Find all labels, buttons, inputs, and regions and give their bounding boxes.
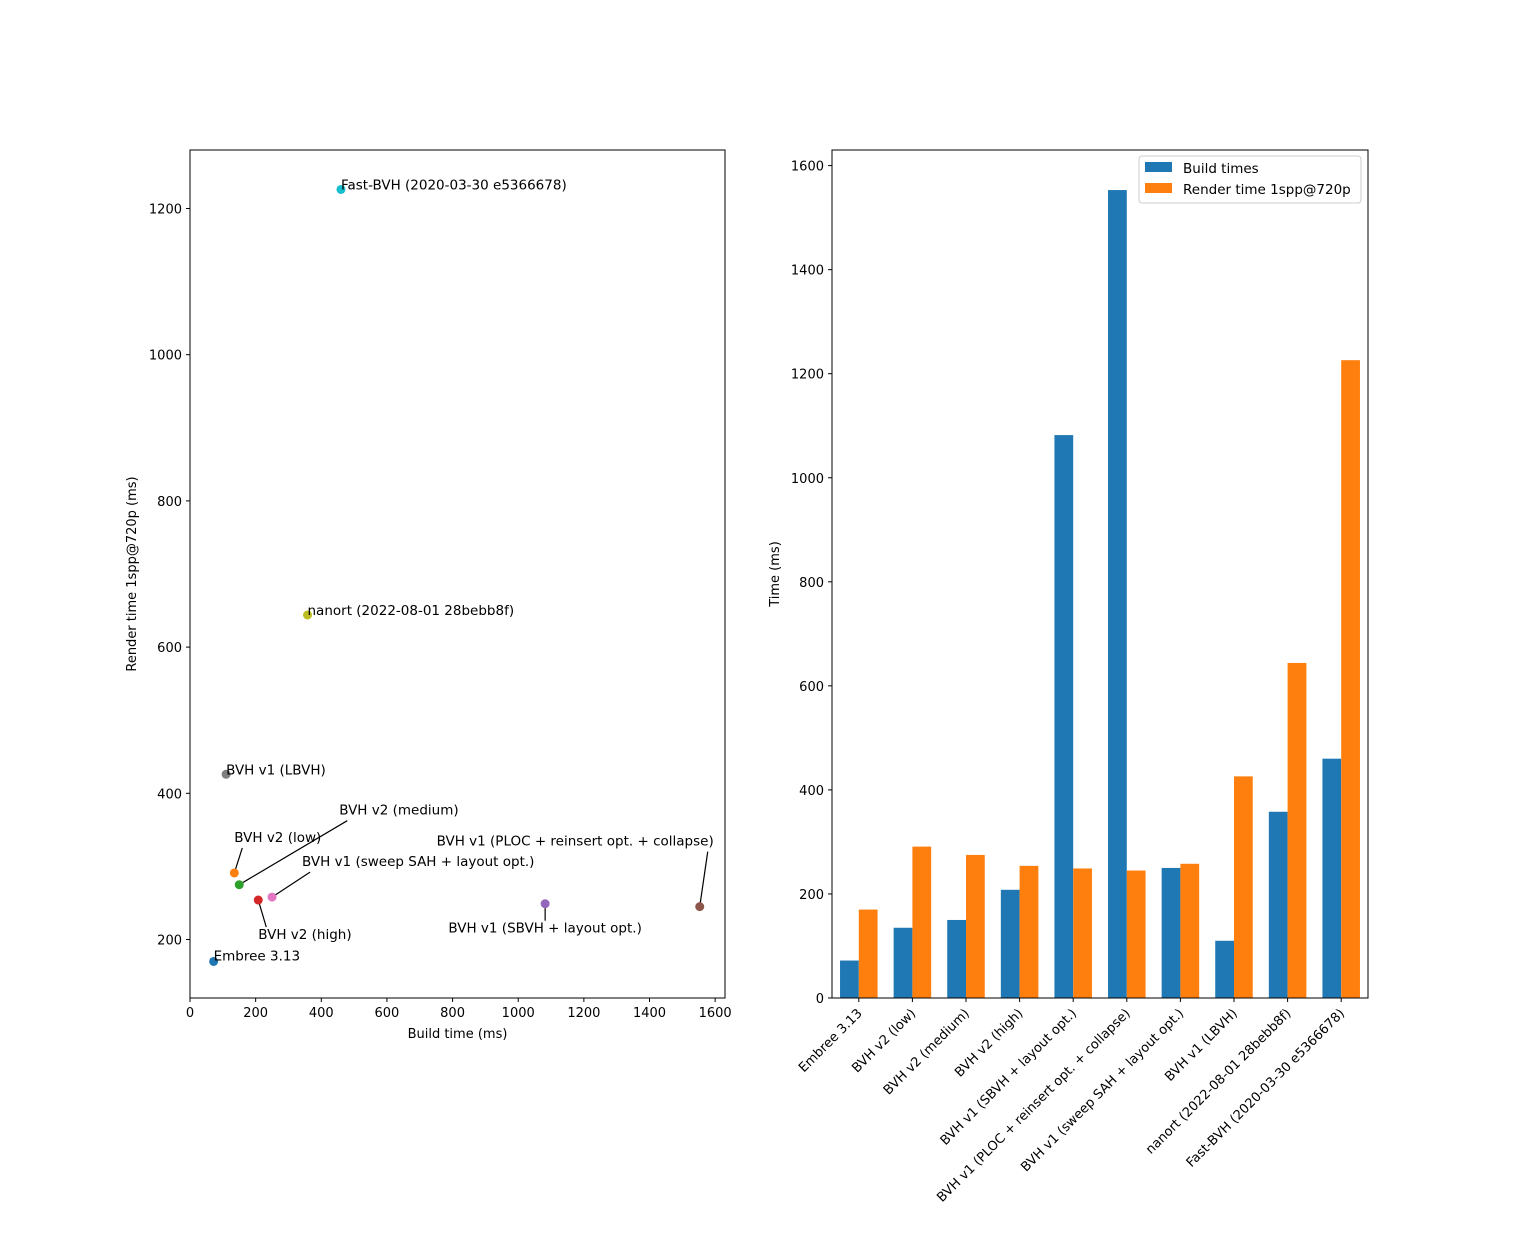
bar-render-time-1spp-720p-bvh-v1-lbvh (1234, 776, 1253, 998)
bar-render-time-1spp-720p-nanort-2022-08-01-28bebb8f (1287, 662, 1307, 998)
point-bvh-v1-ploc-reinsert-opt-collapse (695, 902, 705, 912)
scatter-x-tick-label: 600 (375, 1006, 400, 1021)
point-bvh-v1-sbvh-layout-opt (540, 899, 550, 909)
label-bvh-v2-medium: BVH v2 (medium) (339, 803, 458, 819)
point-fast-bvh-2020-03-30-e5366678 (336, 184, 346, 194)
bar-render-time-1spp-720p-bvh-v1-sweep-sah-layout-opt (1180, 863, 1200, 998)
scatter-x-tick-label: 800 (440, 1006, 465, 1021)
point-bvh-v2-medium (234, 880, 244, 890)
bar-build-times-bvh-v2-low (893, 927, 913, 998)
label-bvh-v2-high: BVH v2 (high) (258, 927, 351, 943)
bar-render-time-1spp-720p-bvh-v2-medium (966, 854, 985, 998)
legend-swatch-build-times (1145, 162, 1172, 172)
legend-label-render-time: Render time 1spp@720p (1183, 182, 1351, 198)
bar-build-times-bvh-v1-sweep-sah-layout-opt (1161, 867, 1181, 998)
scatter-y-tick-label: 200 (157, 934, 182, 949)
bar-y-axis-label: Time (ms) (768, 541, 783, 608)
point-nanort-2022-08-01-28bebb8f (303, 610, 313, 620)
bar-build-times-bvh-v1-sbvh-layout-opt (1054, 435, 1074, 998)
bar-render-time-1spp-720p-embree-3-13 (858, 909, 878, 998)
label-nanort-2022-08-01-28bebb8f: nanort (2022-08-01 28bebb8f) (308, 603, 515, 619)
scatter-chart: Embree 3.13 BVH v2 (low) BVH v2 (medium) BV… (125, 149, 732, 1042)
scatter-x-axis-label: Build time (ms) (408, 1027, 508, 1042)
bar-render-time-1spp-720p-fast-bvh-2020-03-30-e5366678 (1341, 360, 1360, 998)
bar-y-tick-label: 800 (799, 576, 824, 591)
bar-render-time-1spp-720p-bvh-v1-ploc-reinsert-opt-collapse (1126, 870, 1146, 998)
bar-build-times-bvh-v2-medium (947, 919, 966, 998)
scatter-points (209, 184, 705, 966)
point-bvh-v1-lbvh (221, 769, 231, 779)
bar-series (840, 190, 1360, 998)
scatter-y-axis: 200 400 600 800 1000 1200 (149, 202, 190, 949)
scatter-y-tick-label: 1200 (149, 202, 182, 217)
annotation-line-bvh-v2-medium (238, 820, 348, 886)
annotation-line-bvh-v1-sweep-sah-layout-opt (271, 871, 311, 898)
bar-plot-area (831, 149, 1369, 999)
scatter-x-tick-label: 0 (186, 1006, 194, 1021)
scatter-x-tick-label: 1600 (699, 1006, 732, 1021)
bar-y-axis: 0 200 400 600 800 1000 1200 1400 1600 (791, 160, 832, 1007)
scatter-plot-area (189, 149, 726, 999)
scatter-x-tick-label: 400 (309, 1006, 334, 1021)
label-bvh-v1-sweep-sah-layout-opt: BVH v1 (sweep SAH + layout opt.) (302, 854, 534, 870)
label-embree-3-13: Embree 3.13 (214, 948, 300, 964)
bar-y-tick-label: 200 (799, 888, 824, 903)
legend-label-build-times: Build times (1183, 161, 1259, 177)
annotation-line-bvh-v2-high (257, 899, 267, 928)
legend-swatch-render-time (1145, 183, 1172, 193)
scatter-y-tick-label: 600 (157, 641, 182, 656)
bar-y-tick-label: 400 (799, 784, 824, 799)
label-bvh-v1-ploc-reinsert-opt-collapse: BVH v1 (PLOC + reinsert opt. + collapse) (437, 834, 714, 850)
scatter-x-tick-label: 1200 (567, 1006, 600, 1021)
label-fast-bvh-2020-03-30-e5366678: Fast-BVH (2020-03-30 e5366678) (341, 177, 567, 193)
point-bvh-v2-low (229, 868, 239, 878)
annotation-line-bvh-v1-ploc-reinsert-opt-collapse (699, 851, 709, 907)
scatter-annotations: Embree 3.13 BVH v2 (low) BVH v2 (medium) BV… (214, 177, 714, 964)
scatter-y-tick-label: 1000 (149, 349, 182, 364)
bar-build-times-fast-bvh-2020-03-30-e5366678 (1322, 758, 1342, 998)
bar-render-time-1spp-720p-bvh-v2-low (912, 846, 932, 998)
scatter-y-tick-label: 800 (157, 495, 182, 510)
label-bvh-v1-sbvh-layout-opt: BVH v1 (SBVH + layout opt.) (448, 921, 641, 937)
bar-build-times-bvh-v1-ploc-reinsert-opt-collapse (1108, 190, 1127, 998)
bar-build-times-bvh-v1-lbvh (1215, 940, 1234, 998)
bar-build-times-embree-3-13 (840, 960, 859, 998)
bar-render-time-1spp-720p-bvh-v2-high (1019, 865, 1039, 998)
label-bvh-v2-low: BVH v2 (low) (234, 830, 321, 846)
scatter-x-tick-label: 1000 (502, 1006, 535, 1021)
label-bvh-v1-lbvh: BVH v1 (LBVH) (226, 762, 326, 778)
bar-y-tick-label: 1600 (791, 160, 824, 175)
bar-build-times-bvh-v2-high (1000, 889, 1020, 998)
bar-y-tick-label: 600 (799, 680, 824, 695)
scatter-x-tick-label: 200 (243, 1006, 268, 1021)
bar-y-tick-label: 1000 (791, 472, 824, 487)
scatter-y-axis-label: Render time 1spp@720p (ms) (125, 476, 140, 671)
point-embree-3-13 (209, 956, 219, 966)
bar-render-time-1spp-720p-bvh-v1-sbvh-layout-opt (1073, 868, 1092, 998)
point-bvh-v2-high (253, 895, 263, 905)
bar-y-tick-label: 1200 (791, 368, 824, 383)
point-bvh-v1-sweep-sah-layout-opt (267, 892, 277, 902)
bar-build-times-nanort-2022-08-01-28bebb8f (1268, 811, 1288, 998)
bar-y-tick-label: 1400 (791, 264, 824, 279)
bar-y-tick-label: 0 (816, 992, 824, 1007)
bar-legend: Build times Render time 1spp@720p (1138, 155, 1362, 204)
legend-box (1138, 155, 1362, 204)
scatter-x-tick-label: 1400 (633, 1006, 666, 1021)
scatter-x-axis: 0 200 400 600 800 1000 1200 1400 1600 (186, 998, 732, 1021)
scatter-y-tick-label: 400 (157, 787, 182, 802)
